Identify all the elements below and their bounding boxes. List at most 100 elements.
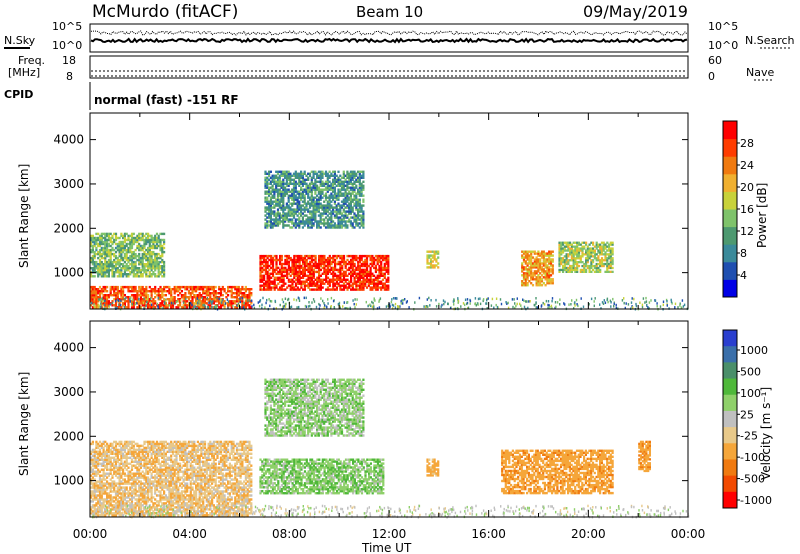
power-echo-cell xyxy=(139,256,142,260)
freq-tick-bottom: 8 xyxy=(66,70,73,83)
velocity-echo-cell xyxy=(104,514,107,517)
power-echo-cell xyxy=(310,180,313,183)
power-echo-cell xyxy=(168,300,171,303)
power-echo-cell xyxy=(358,176,361,179)
power-echo-cell xyxy=(351,270,354,274)
power-echo-cell xyxy=(539,266,542,269)
power-echo-cell xyxy=(540,262,544,265)
power-clutter-cell xyxy=(456,307,459,310)
power-echo-cell xyxy=(431,256,434,259)
power-echo-cell xyxy=(353,270,356,274)
power-echo-cell xyxy=(335,174,338,177)
power-echo-cell xyxy=(132,302,135,305)
power-echo-cell xyxy=(433,252,436,255)
power-echo-cell xyxy=(155,256,159,260)
power-echo-cell xyxy=(284,170,287,173)
power-echo-cell xyxy=(335,254,338,258)
power-echo-cell xyxy=(348,212,351,215)
power-echo-cell xyxy=(324,222,328,225)
power-echo-cell xyxy=(380,270,383,274)
power-clutter-cell xyxy=(414,301,416,304)
power-echo-cell xyxy=(122,256,125,260)
power-echo-cell xyxy=(152,304,155,307)
power-echo-cell xyxy=(346,258,349,262)
power-echo-cell xyxy=(305,260,308,264)
power-echo-cell xyxy=(570,257,573,260)
velocity-echo-cell xyxy=(93,492,96,495)
power-echo-cell xyxy=(364,270,367,274)
power-echo-cell xyxy=(98,267,102,270)
power-echo-cell xyxy=(212,290,215,293)
power-echo-cell xyxy=(339,208,342,211)
power-clutter-cell xyxy=(202,304,204,307)
power-echo-cell xyxy=(294,196,297,199)
power-echo-cell xyxy=(337,216,340,219)
power-echo-cell xyxy=(292,184,296,187)
power-echo-cell xyxy=(164,290,167,293)
power-echo-cell xyxy=(132,298,135,301)
power-echo-cell xyxy=(132,306,135,309)
power-clutter-cell xyxy=(580,297,582,300)
power-echo-cell xyxy=(530,252,533,255)
power-echo-cell xyxy=(353,198,356,201)
power-echo-cell xyxy=(324,210,328,213)
power-echo-cell xyxy=(171,288,175,291)
power-echo-cell xyxy=(335,184,338,187)
power-echo-cell xyxy=(316,220,319,223)
power-echo-cell xyxy=(526,276,529,279)
power-echo-cell xyxy=(385,262,388,266)
power-echo-cell xyxy=(609,249,612,252)
power-echo-cell xyxy=(127,236,130,240)
cpid-label: CPID xyxy=(4,88,33,101)
velocity-echo-cell xyxy=(97,480,100,483)
power-echo-cell xyxy=(332,256,335,260)
power-echo-cell xyxy=(189,285,192,289)
power-echo-cell xyxy=(530,274,533,277)
power-echo-cell xyxy=(358,222,361,225)
power-echo-cell xyxy=(136,292,139,295)
power-echo-cell xyxy=(289,268,292,272)
power-echo-cell xyxy=(337,202,340,205)
power-clutter-cell xyxy=(182,301,185,304)
power-echo-cell xyxy=(102,294,105,297)
power-echo-cell xyxy=(159,285,162,289)
power-echo-cell xyxy=(540,254,544,257)
power-echo-cell xyxy=(154,254,157,258)
power-clutter-cell xyxy=(130,297,132,300)
power-echo-cell xyxy=(300,270,303,274)
power-echo-cell xyxy=(275,266,278,270)
velocity-echo-cell xyxy=(104,450,107,453)
power-echo-cell xyxy=(263,286,266,289)
power-echo-cell xyxy=(243,288,246,291)
power-echo-cell xyxy=(309,280,312,283)
power-echo-cell xyxy=(275,198,278,201)
power-echo-cell xyxy=(150,240,153,244)
power-echo-cell xyxy=(276,208,280,211)
power-echo-cell xyxy=(282,274,285,277)
power-echo-cell xyxy=(234,300,237,303)
power-echo-cell xyxy=(307,282,310,285)
power-echo-cell xyxy=(125,265,128,268)
power-clutter-cell xyxy=(516,302,518,306)
power-echo-cell xyxy=(161,275,164,278)
power-echo-cell xyxy=(271,280,275,283)
power-echo-cell xyxy=(269,224,272,227)
power-echo-cell xyxy=(340,188,344,191)
power-echo-cell xyxy=(161,238,164,242)
power-echo-cell xyxy=(317,198,320,201)
power-echo-cell xyxy=(600,253,604,256)
power-echo-cell xyxy=(139,273,142,276)
power-echo-cell xyxy=(592,268,595,272)
power-echo-cell xyxy=(159,267,162,270)
power-echo-cell xyxy=(362,186,365,189)
power-echo-cell xyxy=(602,262,605,266)
power-echo-cell xyxy=(102,240,105,244)
power-echo-cell xyxy=(294,262,298,266)
power-echo-cell xyxy=(154,263,157,266)
power-echo-cell xyxy=(180,306,183,309)
power-echo-cell xyxy=(360,190,363,193)
velocity-echo-cell xyxy=(91,458,94,461)
power-echo-cell xyxy=(577,264,581,268)
power-echo-cell xyxy=(93,260,96,264)
power-echo-cell xyxy=(264,172,267,175)
